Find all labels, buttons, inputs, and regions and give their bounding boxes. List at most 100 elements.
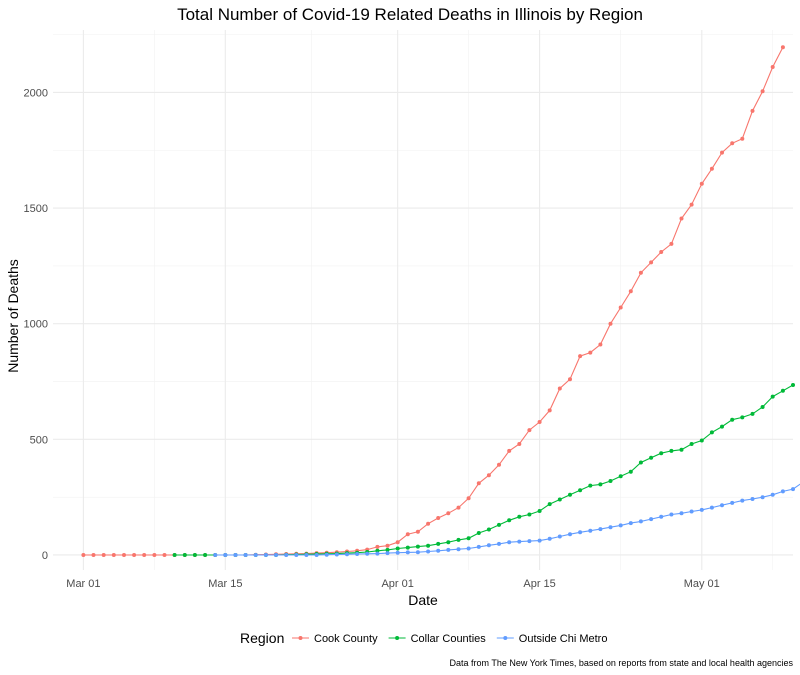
data-point — [568, 492, 572, 497]
y-tick-label: 0 — [42, 550, 48, 562]
data-point — [628, 521, 633, 526]
data-point — [547, 502, 552, 507]
y-tick-label: 1000 — [24, 319, 48, 331]
legend-key-point — [503, 636, 508, 640]
data-point — [466, 496, 471, 501]
data-point — [730, 141, 735, 146]
data-point — [578, 530, 583, 535]
data-point — [152, 553, 157, 557]
series-line — [83, 47, 784, 556]
data-point — [527, 428, 532, 433]
data-point — [355, 552, 360, 556]
data-point — [375, 544, 380, 549]
y-tick-label: 500 — [30, 434, 48, 446]
data-point — [476, 531, 481, 535]
data-point — [345, 552, 349, 557]
data-point — [568, 377, 572, 382]
data-point — [638, 460, 643, 465]
data-point — [101, 553, 106, 557]
data-point — [517, 442, 522, 446]
data-point — [740, 136, 745, 141]
data-point — [709, 166, 714, 171]
legend-key-point — [298, 636, 303, 640]
series-cook-county — [81, 45, 785, 557]
series-line — [215, 483, 800, 556]
data-point — [253, 553, 258, 557]
data-point — [709, 505, 714, 510]
data-point — [203, 553, 208, 557]
data-point — [588, 528, 593, 533]
data-point — [446, 547, 451, 552]
data-point — [669, 448, 674, 453]
y-tick-labels: 0 500 1000 1500 2000 — [24, 87, 48, 562]
data-point — [750, 497, 755, 501]
data-point — [172, 553, 177, 557]
data-point — [446, 511, 451, 516]
data-point — [527, 539, 532, 544]
data-point — [182, 553, 187, 557]
data-point — [679, 447, 684, 452]
data-point — [669, 512, 674, 517]
data-point — [618, 305, 623, 310]
data-point — [81, 553, 86, 557]
data-point — [578, 488, 583, 493]
data-point — [730, 500, 735, 505]
data-point — [699, 438, 704, 443]
data-point — [162, 553, 167, 557]
data-point — [588, 483, 593, 488]
data-point — [436, 516, 441, 520]
data-point — [426, 521, 431, 526]
data-point — [628, 469, 633, 474]
data-point — [466, 536, 471, 541]
data-point — [527, 512, 532, 517]
data-point — [375, 551, 380, 556]
data-point — [791, 487, 795, 492]
y-tick-label: 2000 — [24, 87, 48, 99]
legend-label: Collar Counties — [411, 633, 487, 645]
data-point — [385, 551, 390, 556]
legend-title: Region — [240, 630, 284, 646]
data-point — [497, 522, 501, 527]
legend-key-point — [395, 636, 400, 640]
data-point — [618, 474, 623, 479]
data-point — [689, 442, 694, 446]
legend-items: Cook County Collar Counties Outside Chi Me… — [292, 633, 607, 645]
data-point — [213, 553, 218, 557]
data-point — [578, 354, 583, 359]
data-point — [395, 540, 400, 545]
grid-lines — [53, 30, 793, 570]
data-point — [304, 553, 309, 557]
data-point — [608, 321, 613, 326]
data-point — [395, 546, 400, 551]
x-tick-label: Mar 01 — [66, 578, 100, 590]
data-point — [760, 495, 765, 500]
data-point — [750, 108, 755, 113]
data-point — [598, 482, 603, 487]
legend: Region Cook County Collar Counties Outside… — [240, 630, 607, 646]
caption: Data from The New York Times, based on r… — [449, 658, 793, 668]
data-point — [436, 548, 441, 553]
data-point — [456, 547, 461, 552]
series-outside-chi-metro — [213, 483, 800, 557]
data-point — [405, 545, 410, 550]
data-point — [659, 451, 664, 456]
data-point — [557, 534, 562, 539]
data-point — [557, 386, 562, 391]
data-point — [243, 553, 248, 557]
data-point — [233, 553, 238, 557]
data-point — [588, 350, 593, 355]
data-point — [507, 448, 512, 453]
data-point — [375, 548, 380, 553]
data-point — [415, 550, 420, 555]
data-point — [486, 527, 491, 532]
data-point — [426, 549, 431, 554]
data-point — [557, 497, 562, 502]
series-line — [174, 384, 794, 556]
data-point — [263, 553, 268, 557]
x-tick-label: Mar 15 — [208, 578, 242, 590]
data-point — [791, 383, 795, 387]
x-tick-label: Apr 15 — [523, 578, 555, 590]
data-point — [638, 270, 643, 275]
x-tick-label: Apr 01 — [381, 578, 413, 590]
data-point — [517, 514, 522, 519]
